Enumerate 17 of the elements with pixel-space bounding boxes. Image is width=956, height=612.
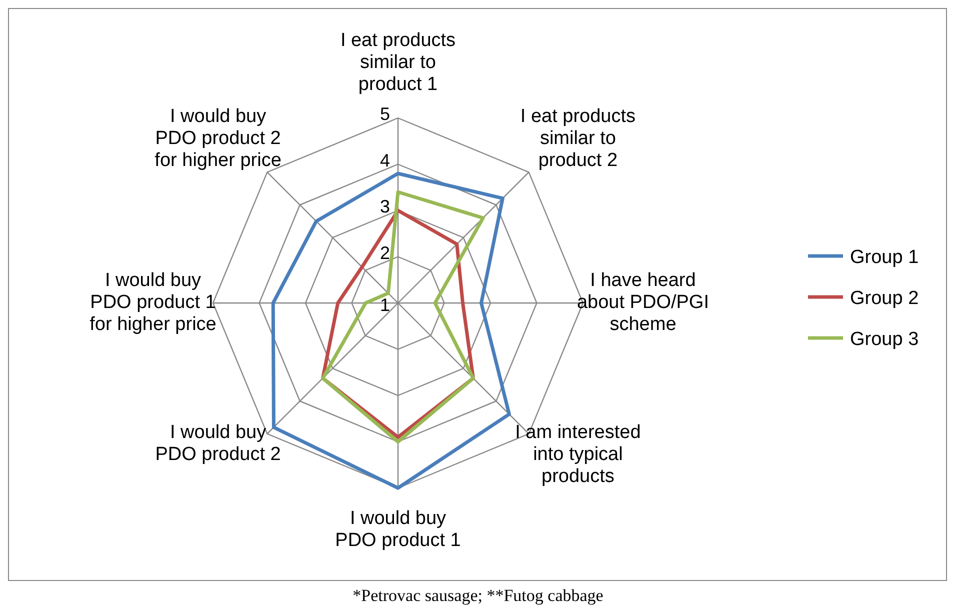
- spoke-label: I eat products similar to product 2: [520, 106, 636, 172]
- spoke-label: I eat products similar to product 1: [340, 30, 456, 95]
- spoke-label: I would buy PDO product 1 for higher price: [90, 270, 216, 335]
- spoke-label: I am interested into typical products: [515, 422, 641, 487]
- spoke-label: I would buy PDO product 2: [155, 422, 281, 465]
- legend-label: Group 3: [850, 329, 919, 350]
- spoke-label: I would buy PDO product 1: [335, 508, 461, 551]
- spoke-label: I have heard about PDO/PGI scheme: [576, 270, 710, 335]
- y-tick-label: 1: [380, 295, 390, 315]
- y-tick-label: 2: [380, 242, 390, 263]
- legend-label: Group 2: [850, 288, 919, 309]
- y-tick-label: 5: [380, 104, 390, 124]
- text: *Petrovac sausage; **Futog cabbage: [352, 586, 604, 605]
- spoke-label: I would buy PDO product 2 for higher price: [154, 106, 282, 172]
- legend-label: Group 1: [850, 247, 919, 268]
- y-tick-label: 4: [380, 150, 390, 170]
- y-tick-label: 3: [380, 196, 390, 216]
